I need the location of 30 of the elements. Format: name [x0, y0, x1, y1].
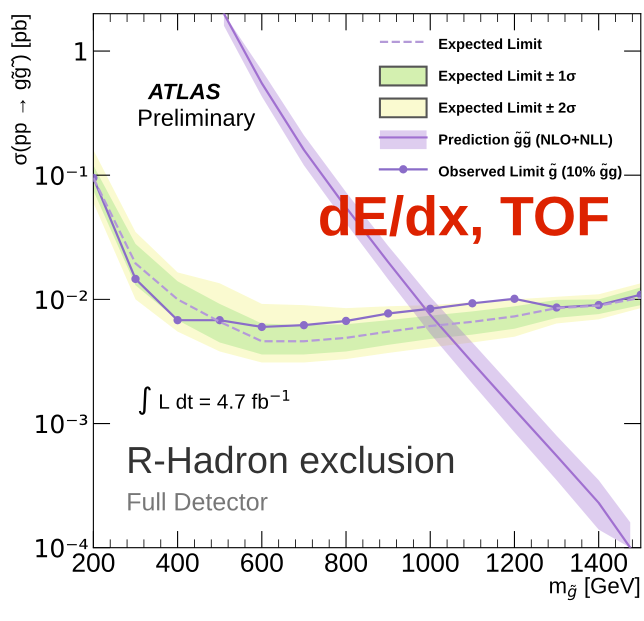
- annotation: ATLAS: [148, 84, 220, 100]
- y-axis-title: σ(pp → g̃g̃ ) [pb]: [11, 15, 31, 165]
- x-tick-label: 1400: [571, 553, 627, 572]
- x-tick-label: 400: [156, 553, 199, 572]
- annotation: Full Detector: [128, 492, 268, 511]
- x-tick-label: 1200: [487, 553, 543, 572]
- legend-label: Observed Limit g̃ (10% g̃g): [438, 163, 622, 180]
- y-tick-label: 10⁻¹: [36, 166, 88, 186]
- point: [258, 322, 266, 332]
- legend-label: Expected Limit ± 1σ: [439, 70, 576, 84]
- annotation: R-Hadron exclusion: [129, 446, 454, 474]
- legend-label: Prediction g̃g̃ (NLO+NLL): [439, 131, 612, 148]
- legend-label: Expected Limit ± 2σ: [439, 102, 576, 116]
- point: [342, 316, 350, 326]
- x-axis-title: m$_{g̃}$ [GeV]: [550, 577, 640, 600]
- y-tick-label: 10⁻³: [36, 414, 88, 434]
- point: [384, 309, 392, 318]
- point: [131, 274, 140, 284]
- legend-label: Expected Limit: [439, 38, 542, 52]
- x-tick-label: 600: [241, 553, 283, 572]
- point: [468, 299, 477, 308]
- x-tick-label: 800: [325, 553, 368, 572]
- x-tick-label: 1000: [402, 553, 459, 572]
- y-tick-label: 1: [75, 42, 86, 61]
- annotation: ∫ L dt = 4.7 fb$^{−1}$: [138, 386, 290, 415]
- point: [173, 316, 182, 324]
- annotation: Preliminary: [139, 108, 256, 131]
- point: [510, 294, 519, 304]
- point: [300, 320, 308, 330]
- y-tick-label: 10⁻²: [36, 290, 87, 310]
